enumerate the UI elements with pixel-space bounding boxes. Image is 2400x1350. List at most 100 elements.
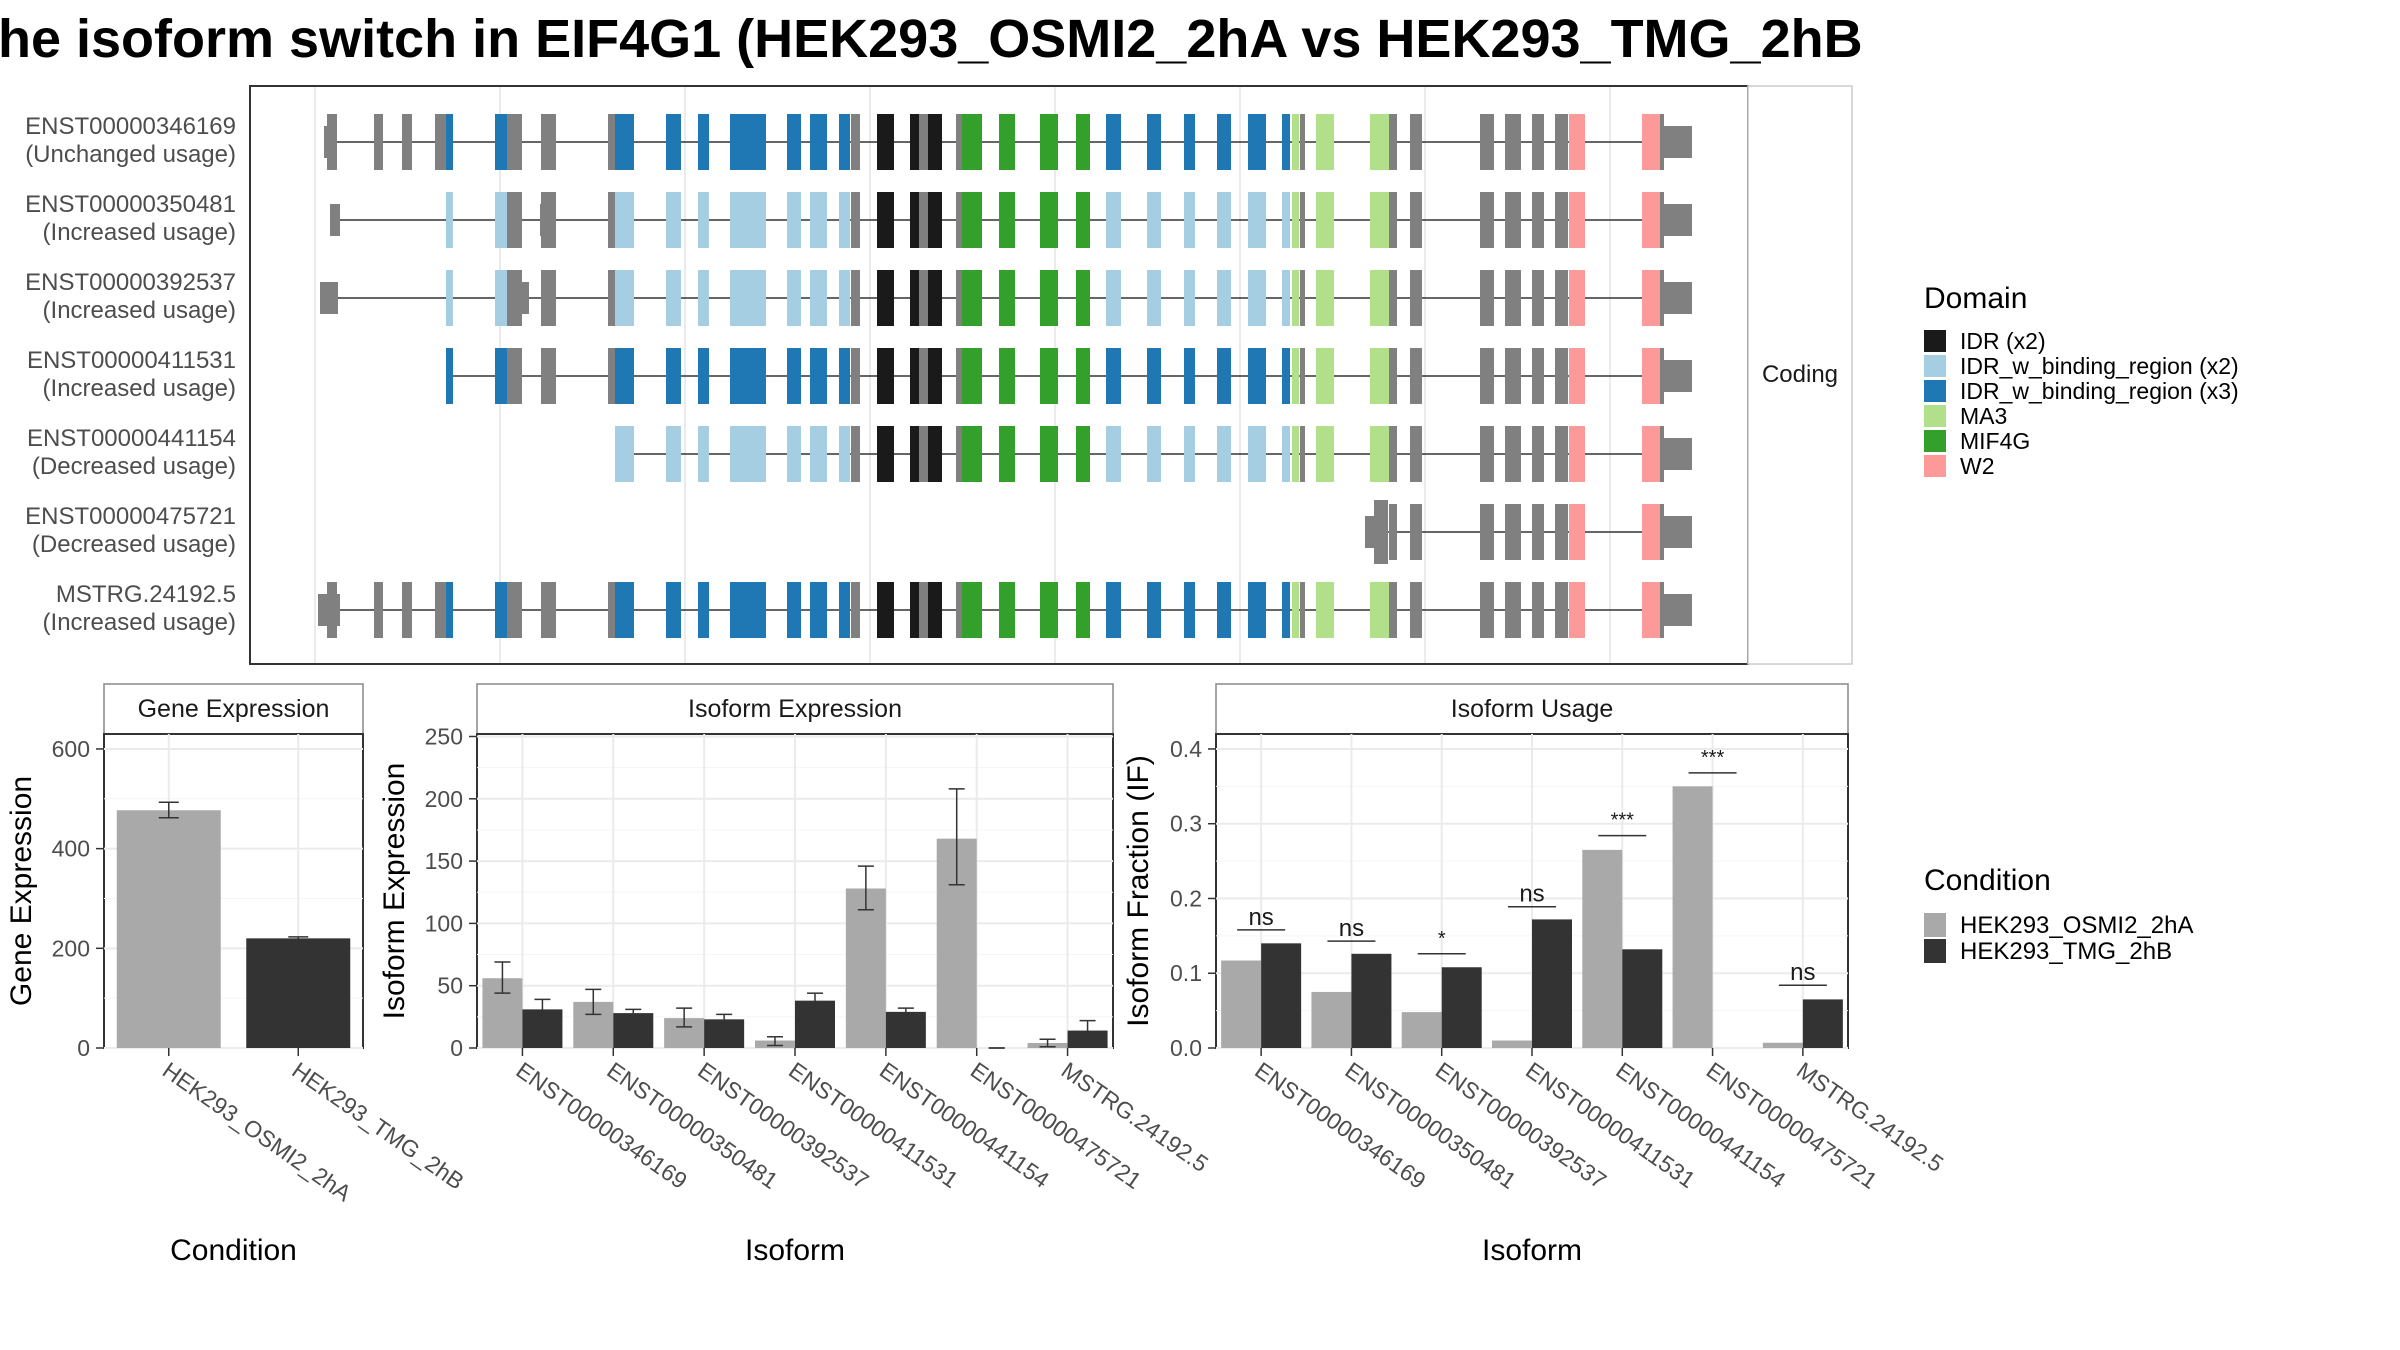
exon-domain-MA3 <box>1370 348 1389 404</box>
exon-domain-W2 <box>1642 114 1660 170</box>
exon-domain-MIF4G <box>962 582 982 638</box>
y-tick-label: 0.1 <box>1170 960 1202 986</box>
exon-coding <box>374 114 383 170</box>
exon-domain-x2 <box>787 270 801 326</box>
exon-domain-x2 <box>787 192 801 248</box>
exon-domain-x2 <box>1147 192 1161 248</box>
exon-domain-IDR <box>877 426 894 482</box>
exon-domain-IDR <box>910 348 919 404</box>
exon-coding <box>1532 270 1544 326</box>
y-tick-label: 200 <box>52 935 90 961</box>
exon-coding <box>541 348 556 404</box>
exon-domain-x3 <box>1106 582 1121 638</box>
bar-osmi <box>1401 1012 1442 1048</box>
exon-domain-MA3 <box>1292 270 1299 326</box>
panel-title: Gene Expression <box>138 695 330 723</box>
exon-coding <box>1555 348 1568 404</box>
exon-domain-W2 <box>1642 582 1660 638</box>
exon-domain-x3 <box>495 114 507 170</box>
exon-domain-x3 <box>446 348 453 404</box>
transcript-usage-label: (Increased usage) <box>43 219 236 246</box>
bar-osmi <box>1492 1040 1532 1048</box>
exon-domain-MIF4G <box>1040 426 1058 482</box>
exon-domain-MIF4G <box>999 348 1015 404</box>
exon-coding <box>1505 582 1521 638</box>
exon-domain-W2 <box>1569 348 1585 404</box>
transcript-structure-panel: ENST00000346169(Unchanged usage)ENST0000… <box>25 85 1853 665</box>
domain-legend: Domain IDR (x2)IDR_w_binding_region (x2)… <box>1924 282 2239 479</box>
bar-tmg <box>1351 953 1392 1048</box>
exon-coding <box>1300 426 1305 482</box>
exon-domain-MA3 <box>1370 270 1389 326</box>
exon-coding <box>1660 504 1664 560</box>
exon-domain-IDR <box>877 348 894 404</box>
exon-domain-x2 <box>698 426 709 482</box>
exon-domain-x3 <box>1217 114 1231 170</box>
x-tick-label: ENST00000441154 <box>1611 1057 1790 1193</box>
exon-domain-x3 <box>1106 114 1121 170</box>
exon-coding <box>1532 348 1544 404</box>
utr-exon <box>330 204 340 236</box>
transcript-row: MSTRG.24192.5(Increased usage) <box>43 581 1692 638</box>
exon-domain-IDR <box>910 192 919 248</box>
y-tick-label: 400 <box>52 836 90 862</box>
exon-coding <box>1480 192 1494 248</box>
significance-label: *** <box>1611 810 1635 832</box>
exon-coding <box>919 192 928 248</box>
exon-domain-x2 <box>698 270 709 326</box>
exon-domain-x3 <box>787 582 801 638</box>
coding-exon <box>1374 500 1388 564</box>
exon-domain-x2 <box>787 426 801 482</box>
exon-coding <box>507 192 522 248</box>
exon-domain-x2 <box>839 270 850 326</box>
exon-domain-MIF4G <box>1076 270 1090 326</box>
exon-domain-x3 <box>1248 348 1266 404</box>
y-tick-label: 0.2 <box>1170 885 1202 911</box>
bar-osmi <box>1672 786 1713 1048</box>
exon-coding <box>919 426 928 482</box>
isoform-expression-panel: Isoform Expression 0 50 100 150 200 250 ENST000… <box>378 683 1213 1267</box>
exon-domain-x3 <box>1147 582 1161 638</box>
exon-coding <box>1555 270 1568 326</box>
domain-legend-key <box>1924 455 1946 477</box>
exon-domain-x3 <box>1147 348 1161 404</box>
exon-domain-MA3 <box>1370 582 1389 638</box>
exon-coding <box>1410 348 1422 404</box>
exon-domain-W2 <box>1642 270 1660 326</box>
y-tick-label: 50 <box>437 973 463 999</box>
y-tick-label: 600 <box>52 736 90 762</box>
x-axis-title: Isoform <box>1482 1234 1582 1267</box>
utr-exon <box>320 282 338 314</box>
structure-strip <box>1747 85 1853 665</box>
exon-domain-x2 <box>615 192 634 248</box>
exon-coding <box>1664 516 1692 548</box>
transcript-id-label: ENST00000411531 <box>27 347 236 374</box>
bar-osmi <box>1582 849 1623 1048</box>
exon-domain-x2 <box>839 426 850 482</box>
structure-strip-label: Coding <box>1762 361 1838 388</box>
exon-coding <box>1532 504 1544 560</box>
exon-coding <box>1300 270 1305 326</box>
domain-legend-title: Domain <box>1924 282 2027 315</box>
exon-domain-x3 <box>446 114 453 170</box>
exon-coding <box>956 192 963 248</box>
bar-osmi <box>1221 960 1262 1048</box>
exon-coding <box>1505 270 1521 326</box>
exon-coding <box>608 114 619 170</box>
transcript-row: ENST00000411531(Increased usage) <box>27 347 1692 404</box>
exon-domain-IDR <box>928 582 942 638</box>
exon-domain-x3 <box>698 348 709 404</box>
exon-domain-x3 <box>615 114 634 170</box>
domain-legend-label: IDR (x2) <box>1960 328 2046 354</box>
exon-coding <box>1664 204 1692 236</box>
exon-domain-x3 <box>839 582 850 638</box>
exon-domain-MIF4G <box>1076 426 1090 482</box>
x-tick-label: MSTRG.24192.5 <box>1057 1057 1213 1177</box>
transcript-id-label: ENST00000475721 <box>25 503 236 530</box>
exon-domain-x3 <box>615 348 634 404</box>
exon-domain-x2 <box>730 270 766 326</box>
exon-domain-x3 <box>495 582 507 638</box>
exon-coding <box>1660 114 1664 170</box>
exon-domain-x2 <box>698 192 709 248</box>
domain-legend-key <box>1924 330 1946 352</box>
